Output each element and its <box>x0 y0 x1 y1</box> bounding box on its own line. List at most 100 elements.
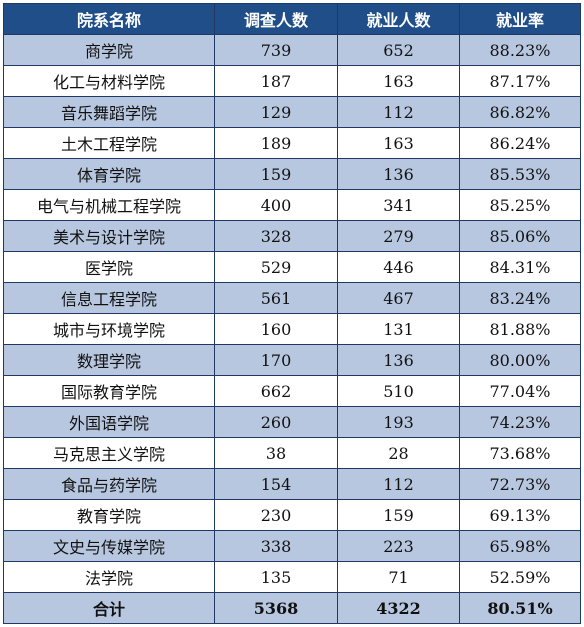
cell-department: 法学院 <box>3 561 215 593</box>
total-employed: 4322 <box>337 592 460 624</box>
cell-employed: 652 <box>337 34 460 66</box>
table-row: 城市与环境学院 160 131 81.88% <box>3 313 581 345</box>
cell-surveyed: 662 <box>214 375 338 407</box>
employment-table-container: 院系名称 调查人数 就业人数 就业率 商学院 739 652 88.23% 化工与材料学… <box>3 3 581 624</box>
cell-department: 城市与环境学院 <box>3 313 215 345</box>
cell-employed: 136 <box>337 158 460 190</box>
cell-surveyed: 400 <box>214 189 338 221</box>
table-row: 教育学院 230 159 69.13% <box>3 499 581 531</box>
cell-employment-rate: 72.73% <box>459 468 581 500</box>
cell-employed: 136 <box>337 344 460 376</box>
cell-department: 美术与设计学院 <box>3 220 215 252</box>
table-row: 外国语学院 260 193 74.23% <box>3 406 581 438</box>
cell-surveyed: 160 <box>214 313 338 345</box>
table-row: 国际教育学院 662 510 77.04% <box>3 375 581 407</box>
cell-surveyed: 154 <box>214 468 338 500</box>
cell-employment-rate: 74.23% <box>459 406 581 438</box>
cell-surveyed: 135 <box>214 561 338 593</box>
total-surveyed: 5368 <box>214 592 338 624</box>
table-row: 文史与传媒学院 338 223 65.98% <box>3 530 581 562</box>
cell-employed: 467 <box>337 282 460 314</box>
cell-employment-rate: 88.23% <box>459 34 581 66</box>
employment-rate-table: 院系名称 调查人数 就业人数 就业率 商学院 739 652 88.23% 化工与材料学… <box>3 3 581 624</box>
table-row: 体育学院 159 136 85.53% <box>3 158 581 190</box>
cell-department: 商学院 <box>3 34 215 66</box>
cell-employment-rate: 81.88% <box>459 313 581 345</box>
table-row: 音乐舞蹈学院 129 112 86.82% <box>3 96 581 128</box>
total-employment-rate: 80.51% <box>459 592 581 624</box>
cell-employment-rate: 84.31% <box>459 251 581 283</box>
cell-surveyed: 187 <box>214 65 338 97</box>
cell-employment-rate: 85.53% <box>459 158 581 190</box>
cell-surveyed: 159 <box>214 158 338 190</box>
cell-department: 马克思主义学院 <box>3 437 215 469</box>
cell-surveyed: 230 <box>214 499 338 531</box>
cell-department: 教育学院 <box>3 499 215 531</box>
cell-department: 数理学院 <box>3 344 215 376</box>
total-label: 合计 <box>3 592 215 624</box>
cell-employment-rate: 87.17% <box>459 65 581 97</box>
cell-surveyed: 328 <box>214 220 338 252</box>
cell-employment-rate: 77.04% <box>459 375 581 407</box>
cell-surveyed: 739 <box>214 34 338 66</box>
table-row: 数理学院 170 136 80.00% <box>3 344 581 376</box>
cell-employment-rate: 65.98% <box>459 530 581 562</box>
cell-employed: 510 <box>337 375 460 407</box>
table-row: 土木工程学院 189 163 86.24% <box>3 127 581 159</box>
cell-employed: 341 <box>337 189 460 221</box>
header-surveyed: 调查人数 <box>214 3 338 35</box>
cell-department: 信息工程学院 <box>3 282 215 314</box>
table-row: 马克思主义学院 38 28 73.68% <box>3 437 581 469</box>
table-row: 信息工程学院 561 467 83.24% <box>3 282 581 314</box>
cell-department: 食品与药学院 <box>3 468 215 500</box>
cell-employment-rate: 80.00% <box>459 344 581 376</box>
cell-employment-rate: 86.82% <box>459 96 581 128</box>
header-employed: 就业人数 <box>337 3 460 35</box>
cell-employment-rate: 85.25% <box>459 189 581 221</box>
table-row: 法学院 135 71 52.59% <box>3 561 581 593</box>
table-row: 医学院 529 446 84.31% <box>3 251 581 283</box>
cell-department: 文史与传媒学院 <box>3 530 215 562</box>
cell-employed: 112 <box>337 468 460 500</box>
cell-surveyed: 561 <box>214 282 338 314</box>
header-department: 院系名称 <box>3 3 215 35</box>
cell-department: 电气与机械工程学院 <box>3 189 215 221</box>
cell-surveyed: 529 <box>214 251 338 283</box>
cell-department: 国际教育学院 <box>3 375 215 407</box>
cell-employment-rate: 83.24% <box>459 282 581 314</box>
cell-employment-rate: 69.13% <box>459 499 581 531</box>
cell-department: 医学院 <box>3 251 215 283</box>
cell-employed: 446 <box>337 251 460 283</box>
cell-employed: 131 <box>337 313 460 345</box>
table-row: 电气与机械工程学院 400 341 85.25% <box>3 189 581 221</box>
cell-employed: 163 <box>337 127 460 159</box>
cell-employed: 28 <box>337 437 460 469</box>
cell-employment-rate: 86.24% <box>459 127 581 159</box>
cell-surveyed: 189 <box>214 127 338 159</box>
table-header: 院系名称 调查人数 就业人数 就业率 <box>3 3 581 35</box>
cell-surveyed: 338 <box>214 530 338 562</box>
cell-employed: 159 <box>337 499 460 531</box>
cell-employed: 163 <box>337 65 460 97</box>
cell-employment-rate: 52.59% <box>459 561 581 593</box>
table-footer: 合计 5368 4322 80.51% <box>3 592 581 624</box>
cell-employed: 223 <box>337 530 460 562</box>
header-employment-rate: 就业率 <box>459 3 581 35</box>
cell-department: 化工与材料学院 <box>3 65 215 97</box>
cell-surveyed: 260 <box>214 406 338 438</box>
cell-department: 土木工程学院 <box>3 127 215 159</box>
cell-employed: 112 <box>337 96 460 128</box>
cell-surveyed: 170 <box>214 344 338 376</box>
total-row: 合计 5368 4322 80.51% <box>3 592 581 624</box>
header-row: 院系名称 调查人数 就业人数 就业率 <box>3 3 581 35</box>
cell-surveyed: 38 <box>214 437 338 469</box>
table-row: 美术与设计学院 328 279 85.06% <box>3 220 581 252</box>
cell-surveyed: 129 <box>214 96 338 128</box>
table-row: 商学院 739 652 88.23% <box>3 34 581 66</box>
cell-employed: 71 <box>337 561 460 593</box>
cell-department: 体育学院 <box>3 158 215 190</box>
cell-employment-rate: 73.68% <box>459 437 581 469</box>
cell-employed: 279 <box>337 220 460 252</box>
cell-department: 外国语学院 <box>3 406 215 438</box>
table-body: 商学院 739 652 88.23% 化工与材料学院 187 163 87.17% 音乐舞蹈学院… <box>3 34 581 593</box>
